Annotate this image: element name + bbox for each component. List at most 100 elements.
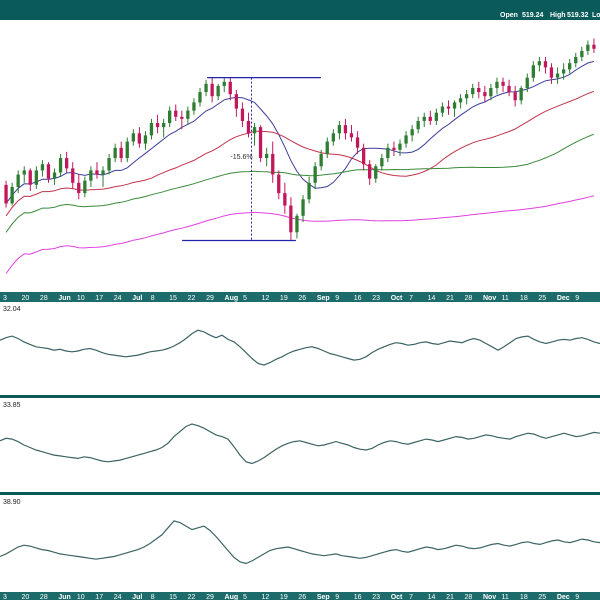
candle-body xyxy=(519,88,523,101)
candle-body xyxy=(168,110,172,123)
x-tick-label-bottom: 5 xyxy=(243,594,247,600)
x-tick-label: 10 xyxy=(77,295,85,302)
sma-long-line xyxy=(5,133,595,233)
indicator-value-label: 32.04 xyxy=(3,306,21,313)
x-tick-label: Sep xyxy=(317,295,330,302)
x-tick-label-bottom: Jun xyxy=(58,594,70,600)
x-tick-label-bottom: 24 xyxy=(114,594,122,600)
x-tick-label-bottom: Dec xyxy=(557,594,570,600)
sma-very-long-line xyxy=(5,195,595,274)
separator-1 xyxy=(0,395,600,398)
candle-body xyxy=(477,88,481,93)
open-value: 519.24 xyxy=(522,12,544,19)
candle-body xyxy=(271,153,275,175)
candle-body xyxy=(471,88,475,95)
candle-body xyxy=(143,135,148,144)
candle-body xyxy=(83,180,87,194)
indicator-panel-3: 38.90 xyxy=(0,499,600,565)
candle-body xyxy=(28,170,32,185)
x-tick-label-bottom: 17 xyxy=(95,594,103,600)
candle-body xyxy=(458,98,463,103)
indicator-line xyxy=(0,520,600,565)
candle-body xyxy=(380,158,384,167)
candle-body xyxy=(228,81,232,95)
candle-body xyxy=(343,125,348,134)
candle-body xyxy=(40,164,45,171)
x-tick-label: 18 xyxy=(520,295,528,302)
x-tick-label: 28 xyxy=(40,295,48,302)
candle-body xyxy=(198,92,202,103)
candle-body xyxy=(555,73,560,78)
x-axis-bar xyxy=(0,292,600,302)
x-tick-label: Jun xyxy=(58,295,70,302)
open-label: Open xyxy=(500,12,518,19)
candle-body xyxy=(58,158,63,173)
candle-body xyxy=(525,77,529,88)
candle-body xyxy=(325,141,329,154)
candle-body xyxy=(562,69,566,74)
candle-body xyxy=(258,127,263,158)
candle-body xyxy=(434,112,438,121)
candle-body xyxy=(398,143,402,150)
x-tick-label-bottom: Oct xyxy=(391,594,403,600)
candle-body xyxy=(34,170,38,185)
candle-body xyxy=(149,123,154,136)
candle-body xyxy=(574,57,578,64)
x-tick-label-bottom: 15 xyxy=(169,594,177,600)
candle-body xyxy=(495,81,499,88)
x-tick-label-bottom: 20 xyxy=(21,594,29,600)
candle-body xyxy=(440,106,445,113)
price-panel: -15.6% xyxy=(4,38,596,274)
candle-body xyxy=(592,44,596,49)
indicator-panel-1: 32.04 xyxy=(0,306,600,366)
x-tick-label: 24 xyxy=(114,295,122,302)
x-tick-label: 7 xyxy=(409,295,413,302)
drawdown-label: -15.6% xyxy=(230,154,252,161)
x-tick-label: 9 xyxy=(575,295,579,302)
x-tick-label-bottom: 14 xyxy=(428,594,436,600)
candle-body xyxy=(22,170,26,175)
x-tick-label-bottom: 23 xyxy=(372,594,380,600)
x-tick-label-bottom: 3 xyxy=(3,594,7,600)
indicator-line xyxy=(0,423,600,465)
candle-body xyxy=(283,193,287,206)
candle-body xyxy=(301,199,305,216)
candle-body xyxy=(77,182,81,194)
candle-body xyxy=(95,170,99,175)
x-tick-label-bottom: 28 xyxy=(465,594,473,600)
x-tick-label: 8 xyxy=(151,295,155,302)
candle-body xyxy=(246,121,251,134)
candle-body xyxy=(416,121,420,130)
candle-body xyxy=(568,63,572,70)
candle-body xyxy=(125,141,129,159)
x-tick-label-bottom: 11 xyxy=(501,594,508,600)
candle-body xyxy=(386,147,390,159)
candle-body xyxy=(483,92,487,97)
x-tick-label: 22 xyxy=(188,295,196,302)
x-tick-label-bottom: Jul xyxy=(132,594,142,600)
candle-body xyxy=(174,110,178,117)
x-tick-label: 11 xyxy=(501,295,508,302)
x-tick-label-bottom: 9 xyxy=(575,594,579,600)
candle-body xyxy=(337,125,341,134)
x-tick-label-bottom: 16 xyxy=(354,594,362,600)
x-tick-label: 15 xyxy=(169,295,177,302)
candle-body xyxy=(240,108,245,121)
x-tick-label-bottom: Nov xyxy=(483,594,496,600)
x-tick-label: 5 xyxy=(243,295,247,302)
x-tick-label: Oct xyxy=(391,295,403,302)
indicator-panel-2: 33.85 xyxy=(0,402,600,465)
separator-2 xyxy=(0,492,600,495)
candle-body xyxy=(331,133,335,142)
header-bar xyxy=(0,0,600,20)
x-tick-label: 23 xyxy=(372,295,380,302)
x-tick-label: 9 xyxy=(335,295,339,302)
candle-body xyxy=(186,110,190,119)
x-tick-label-bottom: 28 xyxy=(40,594,48,600)
candle-body xyxy=(446,106,451,109)
high-value: 519.32 xyxy=(567,12,589,19)
indicator-value-label: 38.90 xyxy=(3,499,21,506)
x-tick-label-bottom: 26 xyxy=(298,594,306,600)
x-tick-label: Dec xyxy=(557,295,570,302)
